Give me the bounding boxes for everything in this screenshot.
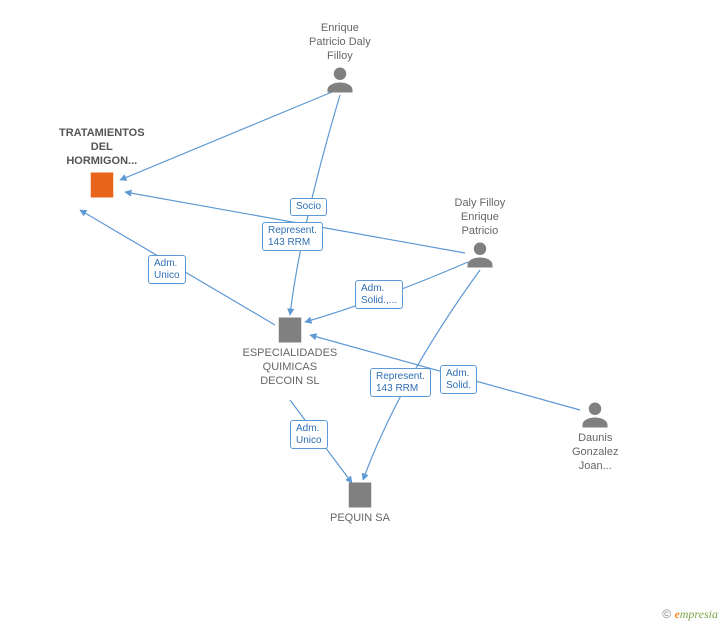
copyright-symbol: © <box>662 607 671 621</box>
edge-label-e8: Adm. Solid. <box>440 365 477 394</box>
building-icon <box>345 480 375 510</box>
edge-label-e1: Socio <box>290 198 327 216</box>
diagram-stage: Enrique Patricio Daly Filloy TRATAMIENTOS… <box>0 0 728 630</box>
person-icon <box>580 400 610 430</box>
node-enrique_top[interactable] <box>325 65 355 95</box>
person-icon <box>465 240 495 270</box>
node-label-tratamientos: TRATAMIENTOS DEL HORMIGON... <box>59 127 145 168</box>
edges-layer <box>0 0 728 630</box>
node-daly_right[interactable] <box>465 240 495 270</box>
node-label-daunis: Daunis Gonzalez Joan... <box>572 432 618 473</box>
node-pequin[interactable] <box>345 480 375 510</box>
building-icon <box>87 170 117 200</box>
edge-label-e7: Adm. Unico <box>290 420 328 449</box>
brand-rest: mpresia <box>680 607 718 621</box>
node-label-especialidades: ESPECIALIDADES QUIMICAS DECOIN SL <box>243 347 338 388</box>
node-daunis[interactable] <box>580 400 610 430</box>
node-label-enrique_top: Enrique Patricio Daly Filloy <box>309 22 371 63</box>
edge-label-e5: Adm. Solid.,... <box>355 280 403 309</box>
copyright: © empresia <box>662 607 718 622</box>
node-label-daly_right: Daly Filloy Enrique Patricio <box>455 197 506 238</box>
edge-label-e3: Adm. Unico <box>148 255 186 284</box>
edge-label-e2: Represent. 143 RRM <box>262 222 323 251</box>
building-icon <box>275 315 305 345</box>
edge-e1 <box>120 92 332 180</box>
edge-label-e6: Represent. 143 RRM <box>370 368 431 397</box>
node-tratamientos[interactable] <box>87 170 117 200</box>
person-icon <box>325 65 355 95</box>
node-especialidades[interactable] <box>275 315 305 345</box>
node-label-pequin: PEQUIN SA <box>330 512 390 526</box>
